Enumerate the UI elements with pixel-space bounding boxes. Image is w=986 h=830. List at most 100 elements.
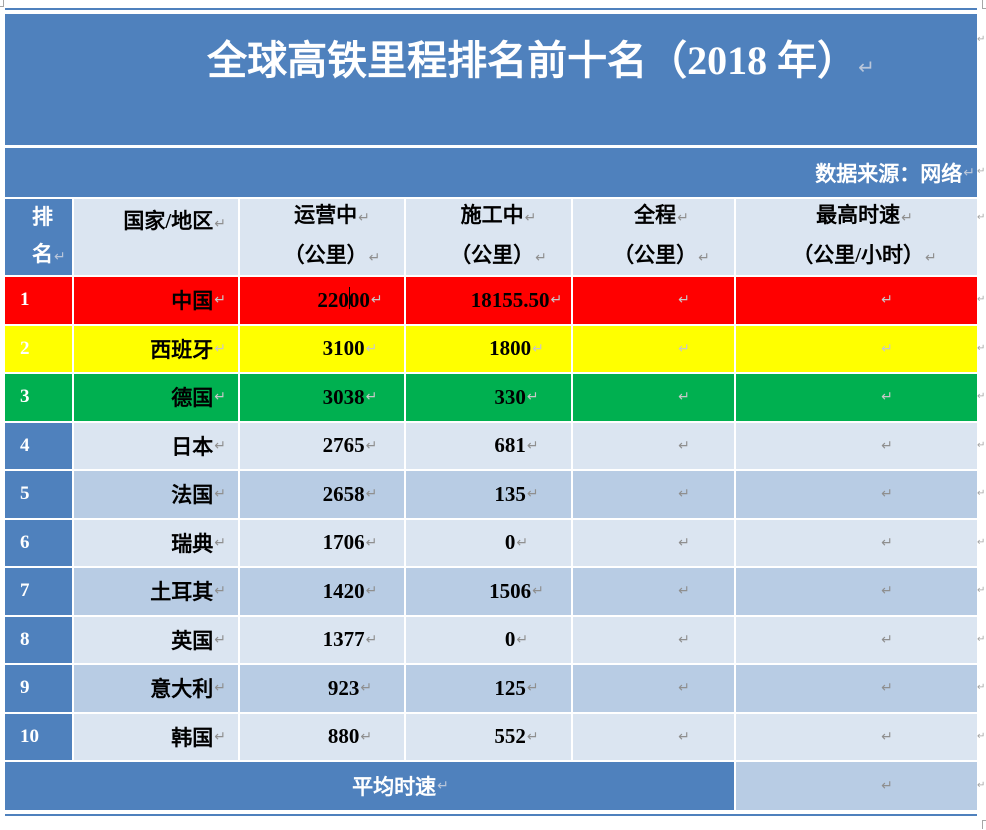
under-construction-km-cell[interactable]: 0 ↵: [406, 616, 571, 663]
under-construction-km-cell[interactable]: 1800 ↵: [406, 325, 571, 372]
country-cell[interactable]: 日本 ↵: [74, 422, 238, 469]
header-line: （公里/小时）↵: [792, 237, 937, 275]
total-km-cell[interactable]: ↵: [573, 616, 734, 663]
max-speed-cell[interactable]: ↵: [736, 616, 977, 663]
operating-km-cell[interactable]: 1420 ↵: [240, 568, 404, 615]
average-speed-label-cell[interactable]: 平均时速 ↵: [5, 762, 734, 810]
table-row: 6 瑞典 ↵ 1706 ↵ 0 ↵ ↵ ↵: [5, 519, 977, 566]
operating-km-cell[interactable]: 3100 ↵: [240, 325, 404, 372]
end-of-row-mark: ↵: [977, 294, 986, 305]
country-cell[interactable]: 瑞典 ↵: [74, 519, 238, 566]
total-km-cell[interactable]: ↵: [573, 325, 734, 372]
operating-km-cell[interactable]: 880 ↵: [240, 713, 404, 760]
max-speed-cell[interactable]: ↵: [736, 471, 977, 518]
rank-cell[interactable]: 1: [5, 277, 72, 324]
country-cell[interactable]: 韩国 ↵: [74, 713, 238, 760]
header-line: （公里）↵: [613, 237, 710, 275]
operating-km-cell[interactable]: 22000 ↵: [240, 277, 404, 324]
operating-km-cell[interactable]: 1377 ↵: [240, 616, 404, 663]
max-speed-cell[interactable]: ↵: [736, 713, 977, 760]
operating-km-cell[interactable]: 2658 ↵: [240, 471, 404, 518]
paragraph-mark: ↵: [678, 340, 690, 357]
average-speed-value-cell[interactable]: ↵: [736, 762, 977, 810]
under-construction-km-cell[interactable]: 552 ↵: [406, 713, 571, 760]
paragraph-mark: ↵: [358, 210, 370, 226]
under-construction-km-cell[interactable]: 0 ↵: [406, 519, 571, 566]
under-construction-km-cell[interactable]: 135 ↵: [406, 471, 571, 518]
max-speed-cell[interactable]: ↵: [736, 277, 977, 324]
max-speed-cell[interactable]: ↵: [736, 519, 977, 566]
country-cell[interactable]: 土耳其 ↵: [74, 568, 238, 615]
operating-header-unit: （公里）: [283, 243, 368, 267]
total-km-cell[interactable]: ↵: [573, 665, 734, 712]
paragraph-mark: ↵: [678, 292, 690, 309]
header-line: 国家/地区↵: [123, 208, 226, 237]
average-speed-label: 平均时速: [352, 775, 437, 799]
operating-km-cell[interactable]: 3038 ↵: [240, 374, 404, 421]
max-speed-cell[interactable]: ↵: [736, 325, 977, 372]
total-km-cell[interactable]: ↵: [573, 277, 734, 324]
max-speed-cell[interactable]: ↵: [736, 422, 977, 469]
country-name: 土耳其: [150, 580, 214, 605]
rank-cell[interactable]: 5: [5, 471, 72, 518]
under-construction-km-cell[interactable]: 125 ↵: [406, 665, 571, 712]
total-km-cell[interactable]: ↵: [573, 471, 734, 518]
rank-cell[interactable]: 6: [5, 519, 72, 566]
country-cell[interactable]: 法国 ↵: [74, 471, 238, 518]
country-header[interactable]: 国家/地区↵: [74, 199, 238, 275]
table-row: 4 日本 ↵ 2765 ↵ 681 ↵ ↵ ↵: [5, 422, 977, 469]
country-cell[interactable]: 西班牙 ↵: [74, 325, 238, 372]
under-construction-km-cell[interactable]: 18155.50 ↵: [406, 277, 571, 324]
max-speed-header-label: 最高时速: [816, 203, 901, 227]
country-header-label: 国家/地区: [123, 209, 214, 233]
total-km-cell[interactable]: ↵: [573, 519, 734, 566]
header-line: 最高时速↵: [816, 199, 913, 237]
rank-cell[interactable]: 4: [5, 422, 72, 469]
country-cell[interactable]: 英国 ↵: [74, 616, 238, 663]
rank-header-line-1: 排: [32, 204, 53, 229]
country-cell[interactable]: 中国 ↵: [74, 277, 238, 324]
under-construction-km-cell[interactable]: 1506 ↵: [406, 568, 571, 615]
max-speed-cell[interactable]: ↵: [736, 665, 977, 712]
rank-cell[interactable]: 9: [5, 665, 72, 712]
paragraph-mark: ↵: [214, 728, 226, 745]
country-cell[interactable]: 意大利 ↵: [74, 665, 238, 712]
total-km-cell[interactable]: ↵: [573, 374, 734, 421]
operating-km-cell[interactable]: 2765 ↵: [240, 422, 404, 469]
operating-km-cell[interactable]: 1706 ↵: [240, 519, 404, 566]
under-construction-km-header[interactable]: 施工中↵ （公里）↵: [406, 199, 571, 275]
paragraph-mark: ↵: [370, 292, 383, 309]
operating-km-cell[interactable]: 923 ↵: [240, 665, 404, 712]
data-source-text: 数据来源：网络: [815, 161, 963, 186]
rank-header[interactable]: 排 名↵: [5, 199, 72, 275]
max-speed-cell[interactable]: ↵: [736, 568, 977, 615]
table-title-cell[interactable]: 全球高铁里程排名前十名（2018 年）↵: [5, 14, 977, 145]
paragraph-mark: ↵: [678, 437, 690, 454]
rank-cell[interactable]: 2: [5, 325, 72, 372]
operating-km-value: 1706: [322, 530, 365, 555]
end-of-row-mark: ↵: [977, 731, 986, 742]
paragraph-mark: ↵: [214, 340, 226, 357]
data-source-cell[interactable]: 数据来源：网络 ↵: [5, 148, 977, 197]
max-speed-header[interactable]: 最高时速↵ （公里/小时）↵: [736, 199, 977, 275]
max-speed-cell[interactable]: ↵: [736, 374, 977, 421]
paragraph-mark: ↵: [678, 534, 690, 551]
country-name: 法国: [171, 483, 214, 508]
rank-number: 8: [20, 628, 30, 650]
rank-cell[interactable]: 3: [5, 374, 72, 421]
total-km-cell[interactable]: ↵: [573, 422, 734, 469]
rank-number: 3: [20, 386, 30, 408]
under-construction-km-cell[interactable]: 681 ↵: [406, 422, 571, 469]
total-km-cell[interactable]: ↵: [573, 713, 734, 760]
table-top-border: [5, 8, 977, 10]
under-construction-header-label: 施工中: [460, 203, 524, 227]
total-km-header[interactable]: 全程↵ （公里）↵: [573, 199, 734, 275]
rank-cell[interactable]: 10: [5, 713, 72, 760]
total-km-cell[interactable]: ↵: [573, 568, 734, 615]
country-cell[interactable]: 德国 ↵: [74, 374, 238, 421]
paragraph-mark: ↵: [365, 389, 378, 406]
rank-cell[interactable]: 7: [5, 568, 72, 615]
rank-cell[interactable]: 8: [5, 616, 72, 663]
operating-km-header[interactable]: 运营中↵ （公里）↵: [240, 199, 404, 275]
under-construction-km-cell[interactable]: 330 ↵: [406, 374, 571, 421]
